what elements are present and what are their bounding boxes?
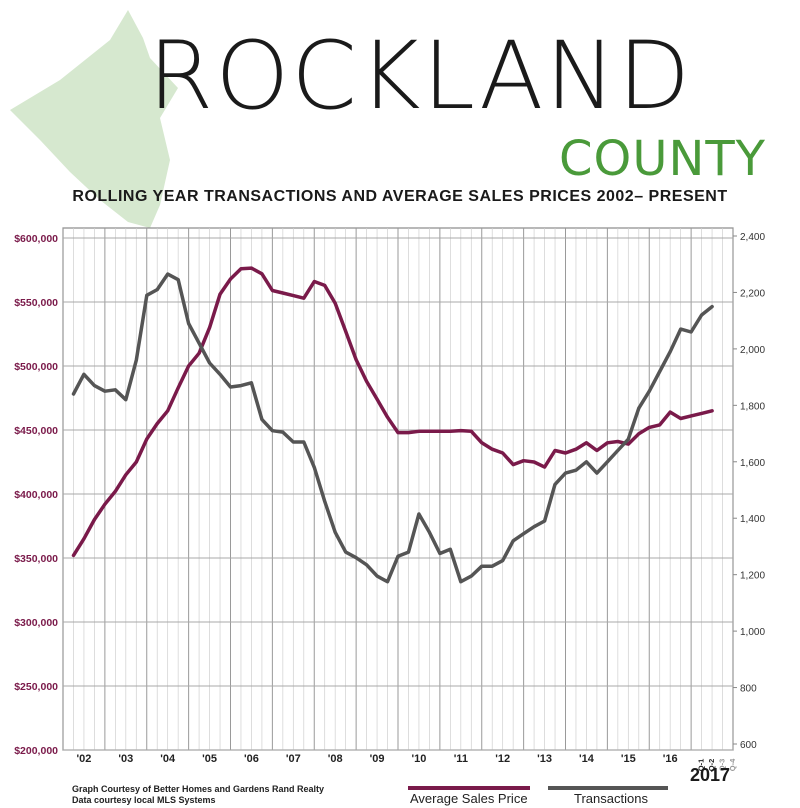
x-tick-label: '13 [537,753,552,765]
y-left-tick-label: $400,000 [14,489,58,501]
y-right-tick-label: 1,400 [740,514,765,525]
y-left-tick-label: $200,000 [14,745,58,757]
x-tick-label: '06 [244,753,259,765]
y-left-tick-label: $600,000 [14,233,58,245]
series-transactions [71,272,714,584]
page-title: ROCKLAND [148,22,693,131]
x-tick-label: '02 [77,753,92,765]
legend-transactions-label: Transactions [574,791,648,806]
x-tick-label: '09 [370,753,385,765]
chart-headline: ROLLING YEAR TRANSACTIONS AND AVERAGE SA… [72,188,728,205]
y-right-tick-label: 1,800 [740,401,765,412]
y-right-tick-label: 2,000 [740,345,765,356]
y-right-tick-label: 600 [740,740,757,751]
y-right-tick-label: 2,200 [740,288,765,299]
y-left-tick-label: $250,000 [14,681,58,693]
x-tick-label: '07 [286,753,301,765]
y-left-tick-label: $500,000 [14,361,58,373]
quarter-label: Q-2 [707,759,716,772]
x-tick-label: '16 [663,753,678,765]
x-tick-label: '10 [412,753,427,765]
y-right-tick-label: 1,000 [740,627,765,638]
x-tick-label: '03 [118,753,133,765]
legend-transactions-swatch [548,786,668,790]
x-tick-label: '04 [160,753,176,765]
y-left-tick-label: $350,000 [14,553,58,565]
quarter-label: Q-3 [718,759,727,772]
x-tick-label: '15 [621,753,636,765]
quarter-label: Q-1 [697,759,706,772]
y-right-tick-label: 1,200 [740,571,765,582]
legend-price-label: Average Sales Price [410,791,528,806]
credit-line-1: Graph Courtesy of Better Homes and Garde… [72,784,325,794]
y-left-tick-label: $300,000 [14,617,58,629]
y-left-tick-label: $550,000 [14,297,58,309]
county-map-polygon [10,10,178,228]
x-tick-label: '14 [579,753,595,765]
y-right-tick-label: 800 [740,684,757,695]
x-tick-label: '08 [328,753,343,765]
county-map-shape [10,10,178,228]
legend-price-swatch [408,786,530,790]
series-average-sales-price [71,266,714,558]
final-year-label: 2017 [690,765,731,785]
y-right-tick-label: 1,600 [740,458,765,469]
x-tick-label: '05 [202,753,217,765]
y-left-tick-label: $450,000 [14,425,58,437]
quarter-label: Q-4 [728,758,737,771]
x-tick-label: '11 [454,753,468,765]
page-subtitle: COUNTY [559,131,766,187]
x-tick-label: '12 [495,753,510,765]
y-right-tick-label: 2,400 [740,232,765,243]
credit-line-2: Data courtesy local MLS Systems [72,795,216,805]
